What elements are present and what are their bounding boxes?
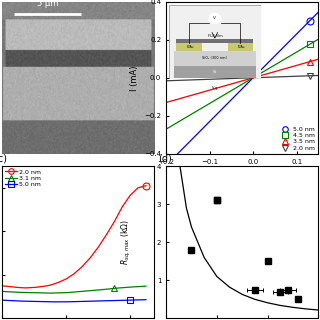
X-axis label: V (V): V (V) [232,170,252,179]
Y-axis label: I (mA): I (mA) [130,65,139,91]
Text: (d): (d) [158,153,172,163]
Legend: 5.0 nm, 4.5 nm, 3.5 nm, 2.0 nm: 5.0 nm, 4.5 nm, 3.5 nm, 2.0 nm [279,126,315,151]
Text: (c): (c) [0,153,7,163]
Y-axis label: $R_{sq,max}$ (kΩ): $R_{sq,max}$ (kΩ) [119,219,132,265]
Text: 5 μm: 5 μm [36,0,58,8]
Legend: 2.0 nm, 3.1 nm, 5.0 nm: 2.0 nm, 3.1 nm, 5.0 nm [5,169,41,187]
